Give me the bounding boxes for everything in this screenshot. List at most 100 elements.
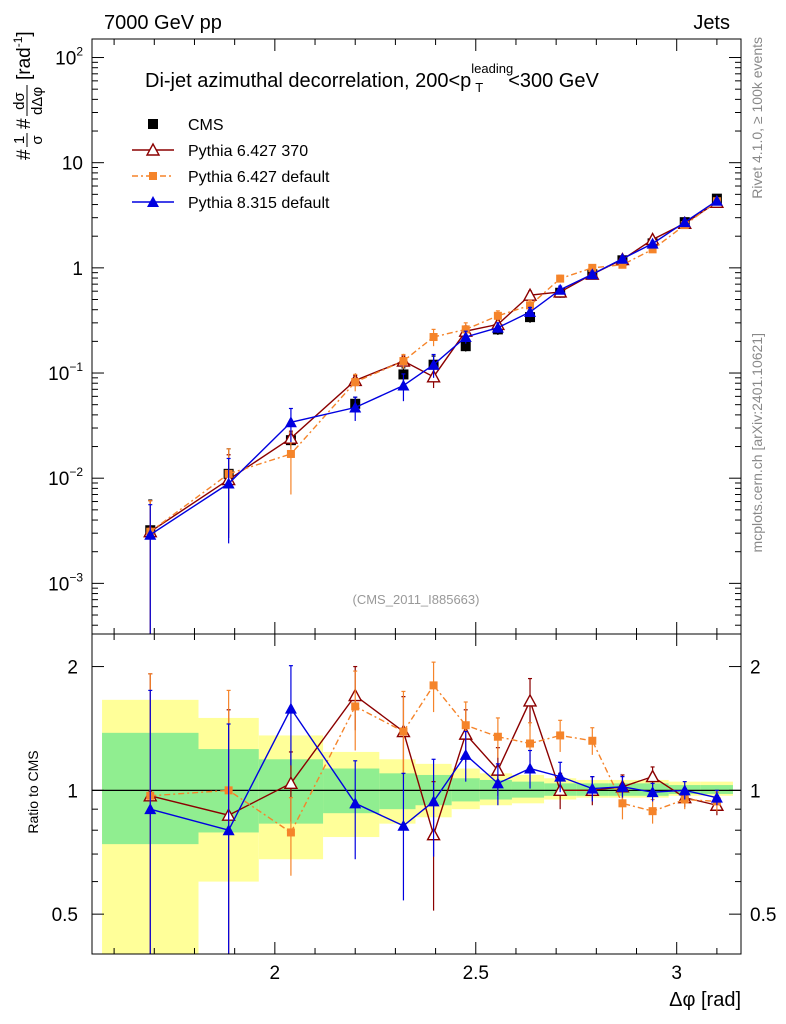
- y-tick-label: 10−3: [48, 570, 83, 595]
- data-point: [648, 245, 657, 254]
- ratio-data-point: [399, 727, 408, 736]
- series-line: [149, 200, 718, 533]
- ratio-data-point: [461, 721, 470, 730]
- y-label-frac2-den: dΔφ: [29, 87, 46, 115]
- data-point: [284, 416, 297, 428]
- data-point: [588, 263, 597, 272]
- y-tick-label: 1: [72, 259, 83, 280]
- data-point: [491, 321, 504, 333]
- header-right: Jets: [693, 12, 730, 34]
- legend-marker-py6-default: [149, 172, 157, 180]
- data-point: [678, 216, 691, 228]
- legend-label-py8-default: Pythia 8.315 default: [188, 195, 330, 212]
- ratio-data-point: [222, 824, 235, 836]
- ratio-y-tick-label-left: 1: [67, 781, 78, 802]
- y-tick-label: 102: [55, 45, 83, 70]
- data-point: [460, 341, 471, 352]
- legend-label-cms: CMS: [188, 117, 224, 134]
- series-pythia-8-315-default: [144, 194, 723, 634]
- ratio-y-tick-label-left: 0.5: [52, 905, 78, 926]
- data-point: [397, 379, 410, 391]
- legend-marker-py8-default: [147, 196, 159, 207]
- header-left: 7000 GeV pp: [104, 12, 222, 34]
- ratio-y-tick-label-right: 1: [750, 781, 761, 802]
- data-point: [524, 306, 537, 318]
- legend-label-py6-370: Pythia 6.427 370: [188, 143, 308, 160]
- y-tick-label: 10: [62, 154, 83, 175]
- data-point: [586, 268, 599, 280]
- y-tick-base: 10: [48, 364, 69, 385]
- y-tick-base: 10: [48, 469, 69, 490]
- ratio-data-point: [351, 702, 360, 711]
- ratio-data-point: [645, 769, 660, 783]
- legend-marker-py6-370: [145, 142, 161, 156]
- ratio-data-point: [678, 784, 691, 796]
- chart-title-sub: T: [475, 80, 483, 95]
- y-tick-exponent: −3: [69, 570, 83, 584]
- data-point: [710, 194, 723, 206]
- ratio-data-point: [459, 748, 472, 760]
- y-tick-base: 1: [72, 259, 83, 280]
- ratio-data-point: [556, 731, 565, 740]
- y-tick-base: 10: [48, 574, 69, 595]
- ratio-data-point: [349, 797, 362, 809]
- chart-watermark: (CMS_2011_I885663): [353, 592, 480, 607]
- y-label-frac1-num: 1: [11, 136, 28, 144]
- ratio-data-point: [286, 828, 295, 837]
- y-label-unit-sup: -1: [11, 36, 25, 47]
- ratio-frame: [91, 633, 742, 955]
- data-point: [429, 333, 438, 342]
- y-tick-label: 10−1: [48, 360, 83, 385]
- chart-title-sup: leading: [471, 61, 513, 76]
- y-tick-exponent: −1: [69, 360, 83, 374]
- legend-marker-cms: [148, 119, 158, 129]
- y-label-unit-main: [rad: [14, 47, 35, 80]
- ratio-data-point: [283, 775, 299, 790]
- y-tick-exponent: −2: [69, 465, 83, 479]
- ratio-data-point: [493, 732, 502, 741]
- ratio-y-tick-label-right: 2: [750, 658, 761, 679]
- ratio-data-point: [618, 799, 627, 808]
- data-point: [618, 260, 627, 269]
- x-tick-label: 2.5: [463, 963, 489, 984]
- y-axis-label: # 1 σ # dσ dΔφ [rad-1]: [11, 31, 46, 160]
- ratio-data-point: [586, 782, 599, 794]
- y-label-frac1-den: σ: [29, 135, 46, 145]
- ratio-data-point: [144, 803, 157, 815]
- uncertainty-bands: [102, 699, 733, 954]
- chart-title-end: <300 GeV: [508, 70, 599, 92]
- x-axis-label: Δφ [rad]: [669, 989, 741, 1011]
- ratio-data-point: [524, 762, 537, 774]
- ratio-y-tick-label-left: 2: [67, 658, 78, 679]
- x-tick-label: 3: [671, 963, 682, 984]
- data-point: [554, 283, 567, 295]
- y-tick-exponent: 2: [76, 45, 83, 59]
- y-label-unit-end: ]: [14, 31, 35, 36]
- ratio-y-tick-label-right: 0.5: [750, 905, 776, 926]
- ratio-data-point: [616, 780, 629, 792]
- data-point: [349, 401, 362, 413]
- ratio-data-point: [710, 791, 723, 803]
- data-point: [286, 449, 295, 458]
- ratio-data-point: [554, 770, 567, 782]
- data-point: [399, 357, 408, 366]
- band-green: [511, 781, 545, 798]
- data-point: [351, 378, 360, 387]
- ratio-data-point: [526, 739, 535, 748]
- chart-title-main: Di-jet azimuthal decorrelation, 200<p: [145, 70, 471, 92]
- ratio-data-point: [646, 786, 659, 798]
- data-point: [646, 237, 659, 249]
- ratio-series-pythia-8-315-default: [144, 665, 723, 954]
- legend: CMS Pythia 6.427 370 Pythia 6.427 defaul…: [132, 117, 330, 212]
- ratio-data-point: [522, 693, 538, 707]
- ratio-data-point: [648, 807, 657, 816]
- ratio-data-point: [284, 702, 297, 714]
- data-point: [144, 528, 157, 540]
- ratio-data-point: [588, 736, 597, 745]
- data-point: [461, 325, 470, 334]
- source-label: mcplots.cern.ch [arXiv:2401.10621]: [749, 333, 765, 552]
- y-label-frac2-num: dσ: [11, 91, 28, 109]
- series-cms: [145, 193, 722, 634]
